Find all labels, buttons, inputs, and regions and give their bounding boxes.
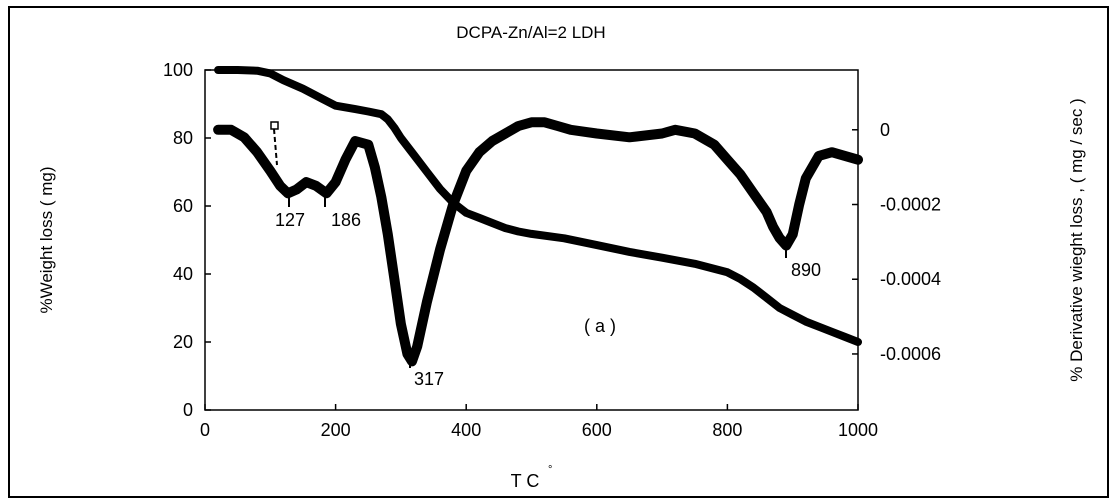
peak-label-890: 890 [791,260,821,280]
y-right-tick-label: 0 [880,120,890,140]
plot-area [204,69,859,411]
x-tick-label: 800 [712,420,742,440]
y-right-tick-label: -0.0002 [880,195,941,215]
y-left-tick-label: 80 [173,128,193,148]
y-right-tick-label: -0.0006 [880,344,941,364]
y-axis-label-left: %Weight loss ( mg) [37,166,56,313]
y-left-tick-label: 40 [173,264,193,284]
x-axis-label: T C [511,471,540,491]
outlier-dash [273,128,278,166]
chart-title: DCPA-Zn/Al=2 LDH [456,23,605,42]
x-tick-label: 0 [200,420,210,440]
y-left-tick-label: 0 [183,400,193,420]
outlier-marker [270,121,279,130]
peak-label-127: 127 [275,210,305,230]
y-left-tick-label: 20 [173,332,193,352]
peak-label-186: 186 [331,210,361,230]
annotation-a: ( a ) [584,316,616,336]
derivative-weight-line [213,117,863,367]
series-layer [213,66,863,367]
y-axis-label-right: % Derivative wieght loss , ( mg / sec ) [1067,98,1086,381]
x-axis: 0 200 400 600 800 1000 [200,404,878,440]
x-axis-degree: ° [548,464,552,476]
left-axis: 0 20 40 60 80 100 [163,60,211,420]
x-tick-label: 400 [451,420,481,440]
x-tick-label: 200 [321,420,351,440]
x-tick-label: 600 [582,420,612,440]
y-left-tick-label: 60 [173,196,193,216]
x-tick-label: 1000 [838,420,878,440]
peak-label-317: 317 [414,369,444,389]
right-axis: 0 -0.0002 -0.0004 -0.0006 [852,120,941,364]
weight-loss-line [214,66,862,346]
chart-frame [8,6,1109,498]
y-right-tick-label: -0.0004 [880,269,941,289]
y-left-tick-label: 100 [163,60,193,80]
